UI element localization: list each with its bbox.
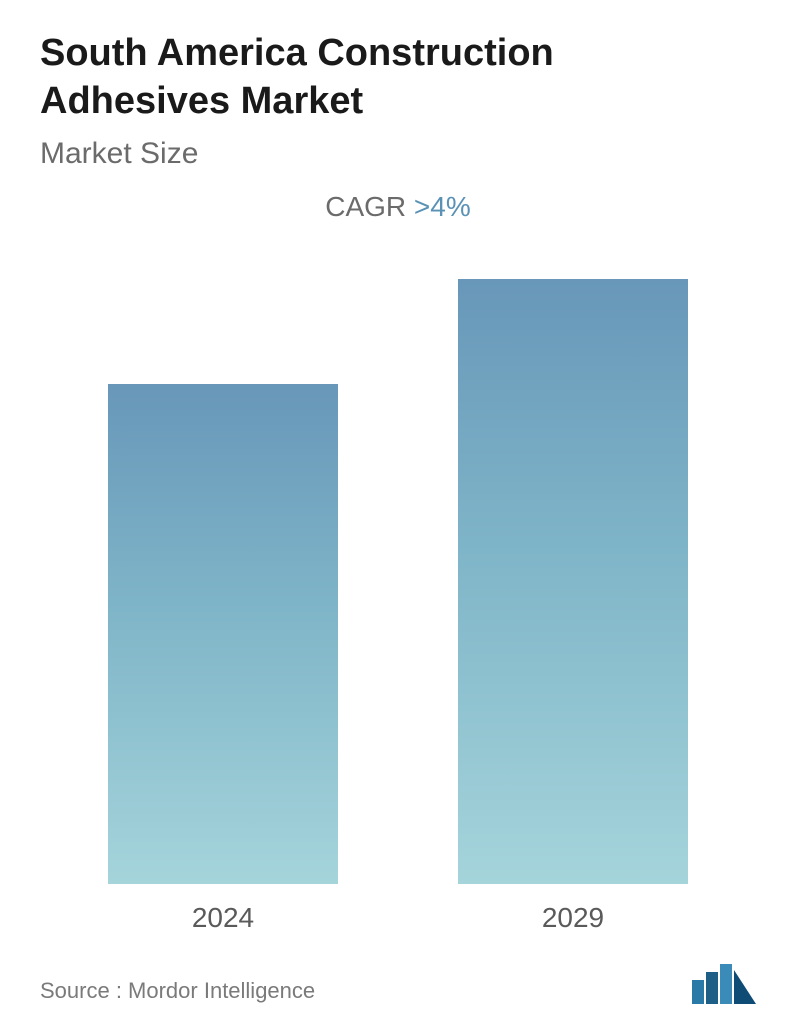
chart-area: 2024 2029 bbox=[40, 233, 756, 934]
cagr-label: CAGR bbox=[325, 191, 414, 222]
bar-label-2029: 2029 bbox=[542, 902, 604, 934]
cagr-row: CAGR >4% bbox=[40, 191, 756, 223]
mordor-logo-icon bbox=[692, 964, 756, 1004]
chart-title: South America Construction Adhesives Mar… bbox=[40, 30, 660, 125]
bar-label-2024: 2024 bbox=[192, 902, 254, 934]
source-text: Source : Mordor Intelligence bbox=[40, 978, 315, 1004]
chart-container: South America Construction Adhesives Mar… bbox=[0, 0, 796, 1034]
bar-group-2029: 2029 bbox=[458, 279, 688, 934]
bar-2029 bbox=[458, 279, 688, 884]
bar-2024 bbox=[108, 384, 338, 884]
cagr-value: >4% bbox=[414, 191, 471, 222]
footer: Source : Mordor Intelligence bbox=[40, 934, 756, 1014]
bar-group-2024: 2024 bbox=[108, 384, 338, 934]
chart-subtitle: Market Size bbox=[40, 137, 756, 171]
